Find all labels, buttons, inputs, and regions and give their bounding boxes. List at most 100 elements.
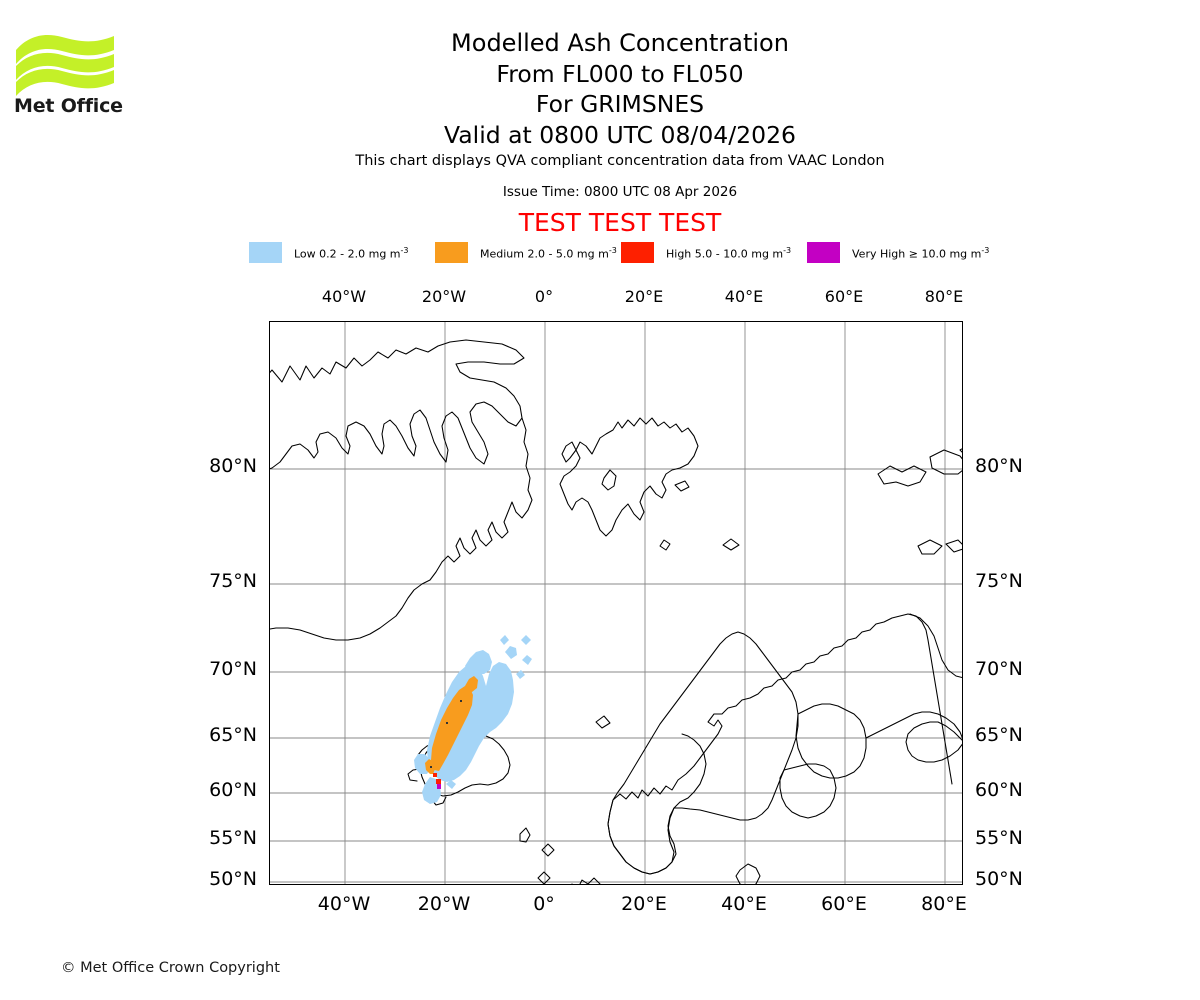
lon-label-bottom-80: 80°E — [921, 893, 967, 915]
map-plot-area[interactable] — [269, 321, 963, 885]
plume-low-speck-2 — [522, 655, 532, 665]
lon-label-bottom-0: 0° — [533, 893, 555, 915]
plume-low-speck-6 — [446, 780, 456, 789]
legend-swatch-very-high — [807, 241, 840, 263]
plume-high-pixel-2 — [433, 773, 437, 777]
svalbard-small-isle — [659, 539, 671, 551]
plume-medium-core — [431, 686, 473, 771]
lat-label-right-65: 65°N — [975, 724, 1023, 746]
lat-label-left-55: 55°N — [209, 827, 257, 849]
map-gridlines — [270, 322, 962, 884]
jan-mayen — [595, 715, 611, 729]
page-title-block: Modelled Ash Concentration From FL000 to… — [200, 28, 1040, 150]
gotland — [735, 863, 761, 884]
plume-veryhigh-pixel-1 — [437, 784, 441, 789]
lat-label-left-75: 75°N — [209, 570, 257, 592]
legend-label-medium: Medium 2.0 - 5.0 mg m-3 — [480, 245, 617, 261]
plume-marker-1 — [430, 766, 432, 768]
plume-low-speck-1 — [505, 646, 517, 659]
lat-label-right-70: 70°N — [975, 658, 1023, 680]
lat-label-right-50: 50°N — [975, 868, 1023, 890]
legend-item-very-high: Very High ≥ 10.0 mg m-3 — [807, 241, 989, 263]
plume-low-speck-4 — [500, 635, 509, 645]
kvitoya — [722, 538, 740, 551]
legend-swatch-medium — [435, 241, 468, 263]
svalbard-spitsbergen — [559, 417, 699, 537]
lon-label-top-40: 40°E — [724, 287, 764, 306]
lon-label-bottom-60: 60°E — [821, 893, 867, 915]
copyright-footer: © Met Office Crown Copyright — [61, 960, 280, 976]
plume-high-pixel-1 — [436, 779, 441, 784]
fjl-isle-7 — [877, 465, 927, 487]
lon-label-bottom-20: 20°E — [621, 893, 667, 915]
scandinavia-peninsula — [607, 631, 799, 875]
lon-label-top-80: 80°E — [924, 287, 964, 306]
lat-label-left-50: 50°N — [209, 868, 257, 890]
plume-marker-2 — [446, 722, 448, 724]
volcano-name-line: For GRIMSNES — [535, 90, 705, 118]
lat-label-left-80: 80°N — [209, 455, 257, 477]
legend-swatch-low — [249, 241, 282, 263]
white-sea-basin — [905, 721, 962, 763]
white-sea-coast — [865, 711, 962, 739]
legend-label-very-high: Very High ≥ 10.0 mg m-3 — [852, 245, 990, 261]
plume-marker-3 — [460, 700, 462, 702]
fjl-isle-8 — [929, 449, 962, 475]
lat-label-right-80: 80°N — [975, 455, 1023, 477]
fjl-isle-15 — [917, 539, 943, 555]
logo-wordmark: Met Office — [14, 95, 123, 117]
lat-label-right-75: 75°N — [975, 570, 1023, 592]
flight-level-line: From FL000 to FL050 — [496, 59, 744, 88]
kola-north-coast — [909, 613, 962, 679]
issue-time: Issue Time: 0800 UTC 08 Apr 2026 — [502, 184, 738, 200]
qva-disclaimer: This chart displays QVA compliant concen… — [355, 153, 885, 169]
lat-label-left-70: 70°N — [209, 658, 257, 680]
subtitle-block: This chart displays QVA compliant concen… — [200, 154, 1040, 238]
svalbard-hopen — [674, 480, 690, 492]
greenland-coastline — [270, 339, 525, 470]
test-banner: TEST TEST TEST — [518, 208, 722, 237]
lat-label-left-60: 60°N — [209, 779, 257, 801]
map-canvas — [270, 322, 962, 884]
lon-label-top--20: 20°W — [421, 287, 467, 306]
svalbard-prins-karls — [561, 441, 577, 463]
svalbard-edgeoya — [601, 469, 617, 491]
plume-low-speck-5 — [516, 670, 525, 679]
lat-label-right-55: 55°N — [975, 827, 1023, 849]
met-office-waves-icon — [16, 34, 114, 96]
plume-low-head — [465, 650, 492, 674]
norway-north-coast — [612, 613, 953, 801]
legend-label-low: Low 0.2 - 2.0 mg m-3 — [294, 245, 409, 261]
orkney-shetland — [537, 871, 551, 884]
norway-south-coast — [607, 733, 707, 875]
fjl-isle-12 — [945, 539, 962, 553]
legend-item-low: Low 0.2 - 2.0 mg m-3 — [249, 241, 409, 263]
lon-label-top-0: 0° — [534, 287, 554, 306]
legend-label-high: High 5.0 - 10.0 mg m-3 — [666, 245, 792, 261]
finland-north — [795, 703, 867, 779]
page-title: Modelled Ash Concentration — [451, 29, 789, 57]
ash-plume — [414, 635, 532, 804]
legend-item-high: High 5.0 - 10.0 mg m-3 — [621, 241, 791, 263]
legend-swatch-high — [621, 241, 654, 263]
lon-label-top-60: 60°E — [824, 287, 864, 306]
lat-label-left-65: 65°N — [209, 724, 257, 746]
lon-label-bottom--20: 20°W — [417, 893, 471, 915]
iceland-west-fjord — [407, 768, 421, 782]
faroe-islands — [519, 827, 531, 843]
lat-label-right-60: 60°N — [975, 779, 1023, 801]
legend-item-medium: Medium 2.0 - 5.0 mg m-3 — [435, 241, 617, 263]
lon-label-top-20: 20°E — [624, 287, 664, 306]
plume-low-speck-3 — [521, 635, 531, 645]
valid-time-line: Valid at 0800 UTC 08/04/2026 — [444, 120, 796, 149]
shetland — [541, 843, 555, 857]
lon-label-bottom-40: 40°E — [721, 893, 767, 915]
finland-south — [779, 763, 837, 819]
map-coastlines — [270, 339, 962, 884]
greenland-east-coast — [270, 417, 533, 641]
lon-label-top--40: 40°W — [321, 287, 367, 306]
met-office-logo: Met Office — [14, 26, 124, 116]
concentration-legend: Low 0.2 - 2.0 mg m-3 Medium 2.0 - 5.0 mg … — [249, 241, 989, 263]
lon-label-bottom--40: 40°W — [317, 893, 371, 915]
great-britain — [571, 877, 601, 884]
